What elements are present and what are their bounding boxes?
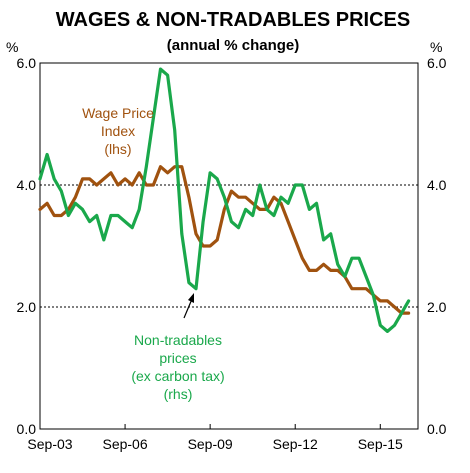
nontradables-annotation-arrow — [183, 298, 193, 319]
y-tick-right-1: 2.0 — [427, 299, 447, 315]
x-ticks: Sep-03 Sep-06 Sep-09 Sep-12 Sep-15 — [27, 424, 403, 452]
series-line-nontradables — [38, 67, 411, 333]
nontradables-annotation-arrowhead — [188, 293, 194, 303]
x-tick-3: Sep-12 — [273, 436, 318, 452]
y-tick-right-3: 6.0 — [427, 55, 447, 71]
y-tick-left-1: 2.0 — [17, 299, 37, 315]
wpi-annotation-line-1: Wage Price — [82, 105, 154, 121]
plot-area — [39, 62, 419, 430]
x-tick-0: Sep-03 — [27, 436, 72, 452]
nontradables-annotation-line-4: (rhs) — [164, 386, 193, 402]
nontradables-annotation-line-3: (ex carbon tax) — [131, 368, 224, 384]
x-tick-1: Sep-06 — [102, 436, 147, 452]
y-tick-left-0: 0.0 — [17, 421, 37, 437]
wpi-annotation-line-3: (lhs) — [104, 141, 131, 157]
gridlines — [40, 184, 418, 308]
y-tick-left-3: 6.0 — [17, 55, 37, 71]
chart-subtitle: (annual % change) — [167, 37, 300, 54]
x-tick-2: Sep-09 — [188, 436, 233, 452]
y-tick-right-0: 0.0 — [427, 421, 447, 437]
nontradables-annotation-line-2: prices — [159, 350, 196, 366]
y-unit-right: % — [430, 39, 442, 55]
y-ticks: 0.0 0.0 2.0 2.0 4.0 4.0 6.0 6.0 — [17, 55, 447, 437]
chart-title: WAGES & NON-TRADABLES PRICES — [56, 9, 410, 31]
wpi-annotation-line-2: Index — [101, 123, 135, 139]
nontradables-annotation-line-1: Non-tradables — [134, 332, 222, 348]
y-tick-left-2: 4.0 — [17, 177, 37, 193]
y-unit-left: % — [6, 39, 18, 55]
series-lines — [38, 67, 411, 333]
y-tick-right-2: 4.0 — [427, 177, 447, 193]
series-line-wpi — [38, 165, 411, 315]
x-tick-4: Sep-15 — [358, 436, 403, 452]
